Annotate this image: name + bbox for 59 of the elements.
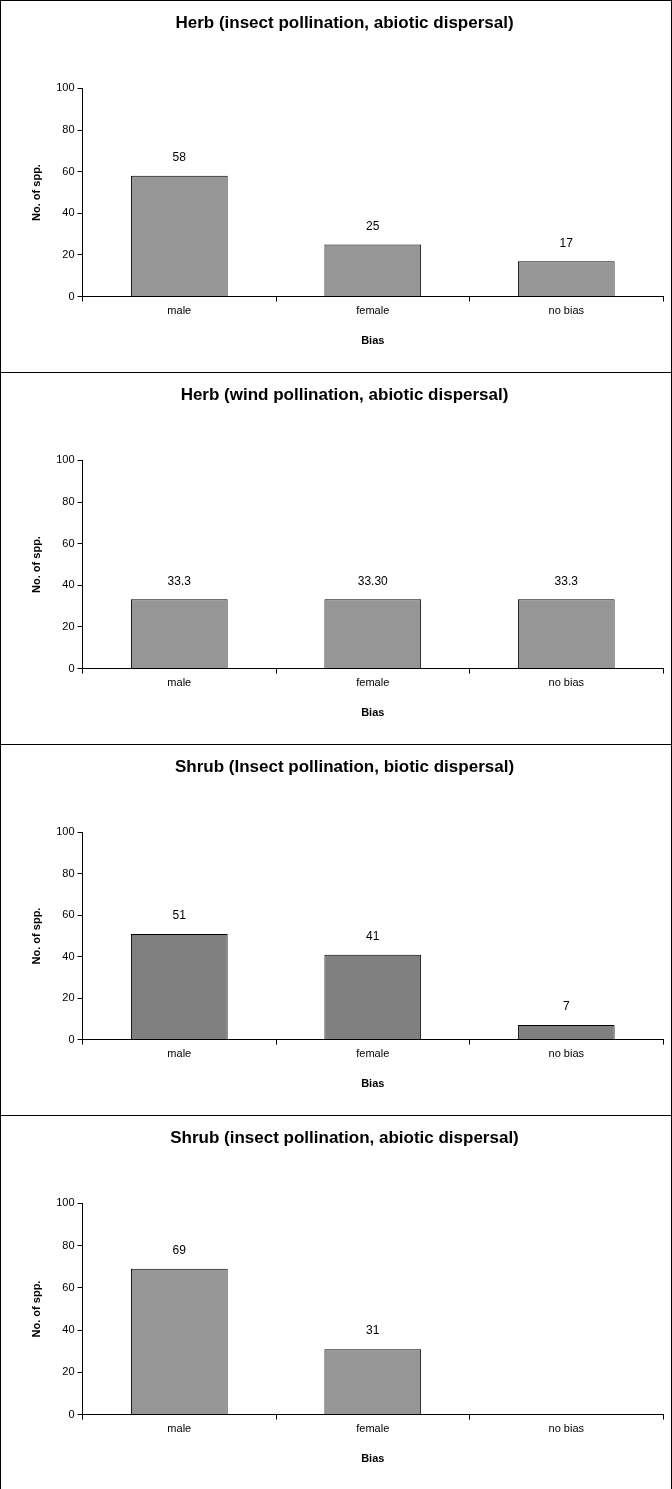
data-label: 58 (172, 150, 187, 165)
y-axis-title: No. of spp. (29, 536, 42, 593)
x-tick-label: male (167, 1047, 192, 1060)
data-label: 51 (172, 908, 187, 923)
x-tick-label: no bias (548, 676, 585, 689)
y-tick-label: 0 (68, 289, 75, 302)
y-tick-label: 40 (62, 949, 75, 962)
y-tick-label: 20 (62, 619, 75, 632)
y-tick-label: 60 (62, 908, 75, 921)
y-tick-label: 80 (62, 123, 75, 136)
data-label: 41 (366, 928, 380, 943)
y-tick-label: 60 (62, 536, 75, 549)
y-tick-label: 80 (62, 495, 75, 508)
y-tick-label: 0 (68, 661, 75, 674)
x-axis-title: Bias (361, 1452, 385, 1465)
y-tick-label: 100 (56, 81, 75, 94)
y-axis-title: No. of spp. (29, 164, 42, 221)
x-tick-label: female (356, 1047, 390, 1060)
x-tick-label: male (167, 304, 192, 317)
y-tick-label: 40 (62, 206, 75, 219)
x-tick-label: male (167, 1422, 192, 1435)
y-tick-label: 60 (62, 1280, 75, 1293)
x-tick-label: no bias (548, 304, 585, 317)
y-tick-label: 100 (56, 1196, 75, 1209)
x-tick-label: male (167, 676, 192, 689)
data-label: 33.30 (357, 573, 389, 588)
y-tick-label: 40 (62, 1323, 75, 1336)
x-axis-title: Bias (361, 706, 385, 719)
data-label: 17 (559, 235, 574, 250)
y-tick-label: 0 (68, 1032, 75, 1045)
data-label: 33.3 (167, 573, 192, 588)
y-tick-label: 20 (62, 1365, 75, 1378)
y-tick-label: 100 (56, 825, 75, 838)
y-tick-label: 100 (56, 453, 75, 466)
y-tick-label: 0 (68, 1407, 75, 1420)
x-tick-label: female (356, 676, 390, 689)
x-tick-label: female (356, 1422, 390, 1435)
y-tick-label: 20 (62, 991, 75, 1004)
x-tick-label: female (356, 304, 390, 317)
y-tick-label: 80 (62, 1238, 75, 1251)
y-tick-label: 20 (62, 247, 75, 260)
data-label: 31 (366, 1323, 380, 1338)
chart-title: Herb (insect pollination, abiotic dispersal) (175, 12, 514, 32)
y-axis-title: No. of spp. (29, 1280, 42, 1338)
x-axis-title: Bias (361, 1077, 385, 1090)
x-tick-label: no bias (548, 1047, 585, 1060)
y-tick-label: 40 (62, 578, 75, 591)
y-axis-title: No. of spp. (29, 907, 42, 965)
chart-title: Shrub (Insect pollination, biotic dispersal) (174, 756, 515, 776)
data-label: 25 (366, 218, 380, 233)
y-tick-label: 80 (62, 866, 75, 879)
x-tick-label: no bias (548, 1422, 585, 1435)
data-label: 33.3 (554, 573, 579, 588)
x-axis-title: Bias (361, 334, 385, 347)
chart-title: Shrub (insect pollination, abiotic dispersal) (170, 1127, 519, 1147)
chart-title: Herb (wind pollination, abiotic dispersal) (180, 384, 509, 404)
data-label: 7 (562, 999, 570, 1014)
data-label: 69 (172, 1243, 187, 1258)
y-tick-label: 60 (62, 164, 75, 177)
